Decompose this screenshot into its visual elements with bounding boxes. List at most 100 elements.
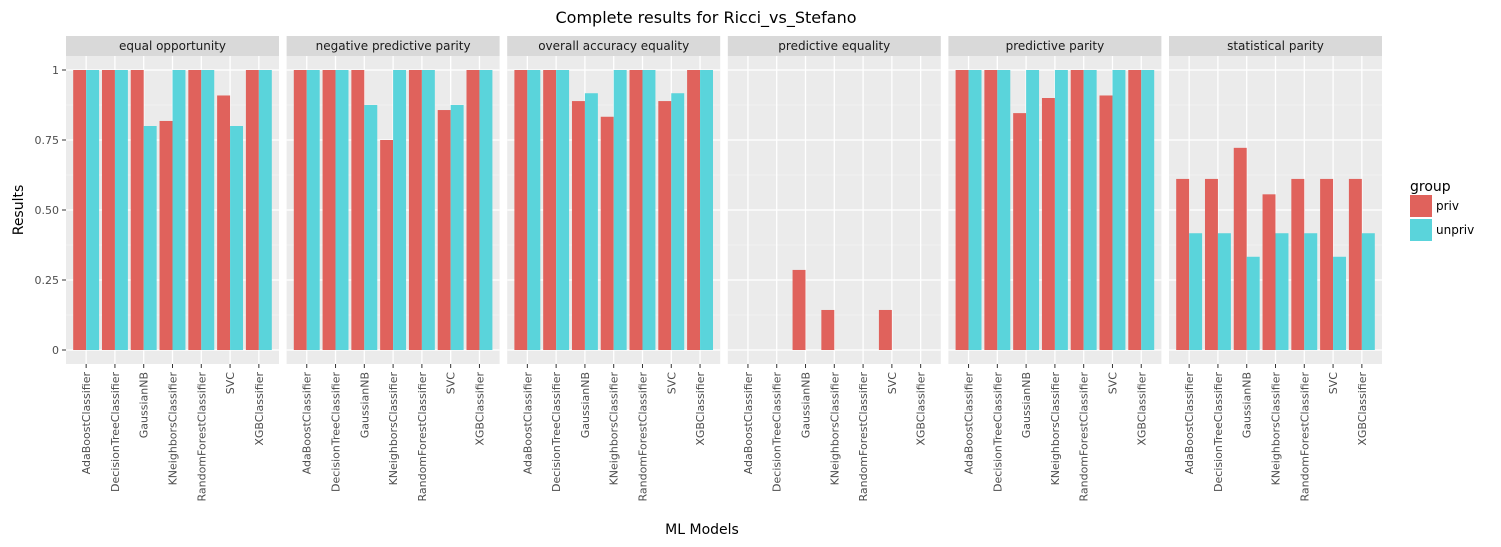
bar-priv	[1233, 147, 1247, 350]
x-tick-label: KNeighborsClassifier	[828, 372, 841, 486]
x-tick-label: RandomForestClassifier	[1298, 372, 1311, 502]
bar-priv	[792, 269, 806, 350]
x-tick-label: SVC	[1106, 372, 1119, 395]
bar-unpriv	[1189, 233, 1203, 350]
x-tick-label: RandomForestClassifier	[1078, 372, 1091, 502]
bar-unpriv	[642, 70, 656, 350]
bar-priv	[600, 116, 614, 350]
bar-priv	[1262, 194, 1276, 350]
facet-strip	[727, 36, 941, 56]
bar-priv	[380, 140, 394, 350]
bar-priv	[687, 70, 701, 350]
bar-unpriv	[613, 70, 627, 350]
y-tick-label: 0.50	[35, 204, 60, 217]
facet-panel: overall accuracy equality AdaBoostClassif…	[507, 36, 721, 502]
bar-priv	[1099, 95, 1113, 350]
bar-unpriv	[1304, 233, 1318, 350]
bar-unpriv	[997, 70, 1011, 350]
x-tick-label: AdaBoostClassifier	[301, 372, 314, 475]
bar-priv	[351, 70, 365, 350]
legend-key-priv	[1410, 195, 1432, 217]
x-tick-label: DecisionTreeClassifier	[550, 372, 563, 492]
bar-unpriv	[230, 126, 244, 350]
facet-strip-label: overall accuracy equality	[538, 39, 689, 53]
y-axis-title: Results	[11, 185, 27, 236]
bar-unpriv	[258, 70, 272, 350]
facet-panels: equal opportunity AdaBoostClassifier Decis…	[66, 36, 1382, 502]
bar-priv	[629, 70, 643, 350]
bar-unpriv	[172, 70, 186, 350]
x-tick-label: XGBClassifier	[1135, 372, 1148, 446]
x-tick-label: DecisionTreeClassifier	[330, 372, 343, 492]
x-tick-label: XGBClassifier	[253, 372, 266, 446]
bar-unpriv	[479, 70, 493, 350]
x-tick-label: AdaBoostClassifier	[521, 372, 534, 475]
bar-priv	[293, 70, 307, 350]
bar-unpriv	[1112, 70, 1126, 350]
x-tick-label: AdaBoostClassifier	[1183, 372, 1196, 475]
bar-unpriv	[1054, 70, 1068, 350]
bar-unpriv	[201, 70, 215, 350]
y-tick-label: 0	[52, 344, 59, 357]
bar-unpriv	[306, 70, 320, 350]
bar-priv	[984, 70, 998, 350]
facet-panel: predictive parity AdaBoostClassifier Decis…	[948, 36, 1162, 502]
bar-priv	[1041, 98, 1055, 350]
bar-priv	[543, 70, 557, 350]
facet-panel: equal opportunity AdaBoostClassifier Decis…	[66, 36, 279, 502]
facet-strip-label: predictive parity	[1006, 39, 1105, 53]
y-tick-label: 0.25	[35, 274, 60, 287]
bar-priv	[322, 70, 336, 350]
bar-unpriv	[1246, 256, 1260, 350]
x-tick-label: KNeighborsClassifier	[387, 372, 400, 486]
legend-key-unpriv	[1410, 219, 1432, 241]
x-tick-label: GaussianNB	[358, 372, 371, 438]
x-tick-label: DecisionTreeClassifier	[1212, 372, 1225, 492]
facet-strip	[507, 36, 721, 56]
x-tick-label: DecisionTreeClassifier	[991, 372, 1004, 492]
bar-priv	[437, 110, 451, 350]
bar-unpriv	[584, 93, 598, 351]
bar-unpriv	[335, 70, 349, 350]
bar-priv	[955, 70, 969, 350]
bar-priv	[73, 70, 87, 350]
bar-unpriv	[364, 105, 378, 350]
bar-priv	[1070, 70, 1084, 350]
x-tick-label: GaussianNB	[579, 372, 592, 438]
x-tick-label: SVC	[445, 372, 458, 395]
x-tick-label: KNeighborsClassifier	[1270, 372, 1283, 486]
x-tick-label: RandomForestClassifier	[416, 372, 429, 502]
facet-strip	[948, 36, 1162, 56]
bar-unpriv	[968, 70, 982, 350]
bar-priv	[188, 70, 202, 350]
bar-priv	[466, 70, 480, 350]
x-tick-label: RandomForestClassifier	[636, 372, 649, 502]
bar-unpriv	[700, 70, 714, 350]
bar-priv	[159, 120, 173, 351]
bar-unpriv	[450, 105, 464, 350]
x-tick-label: XGBClassifier	[915, 372, 928, 446]
bar-unpriv	[1361, 233, 1375, 350]
x-tick-label: RandomForestClassifier	[857, 372, 870, 502]
bar-priv	[1291, 178, 1305, 350]
x-tick-label: SVC	[1327, 372, 1340, 395]
bar-unpriv	[1026, 70, 1040, 350]
y-axis: 0 0.25 0.50 0.75 1	[35, 64, 66, 357]
bar-unpriv	[1083, 70, 1097, 350]
facet-strip-label: negative predictive parity	[316, 39, 471, 53]
bar-unpriv	[671, 93, 685, 351]
x-tick-label: KNeighborsClassifier	[167, 372, 180, 486]
x-tick-label: KNeighborsClassifier	[1049, 372, 1062, 486]
facet-panel: negative predictive parity AdaBoostClassi…	[286, 36, 500, 502]
facet-panel: predictive equality AdaBoostClassifier Dec…	[727, 36, 941, 502]
bar-priv	[245, 70, 259, 350]
bar-unpriv	[143, 126, 157, 350]
x-tick-label: GaussianNB	[138, 372, 151, 438]
bar-priv	[408, 70, 422, 350]
bar-priv	[1128, 70, 1142, 350]
x-tick-label: GaussianNB	[1241, 372, 1254, 438]
bar-priv	[1176, 178, 1190, 350]
facet-strip	[286, 36, 500, 56]
bar-priv	[101, 70, 115, 350]
